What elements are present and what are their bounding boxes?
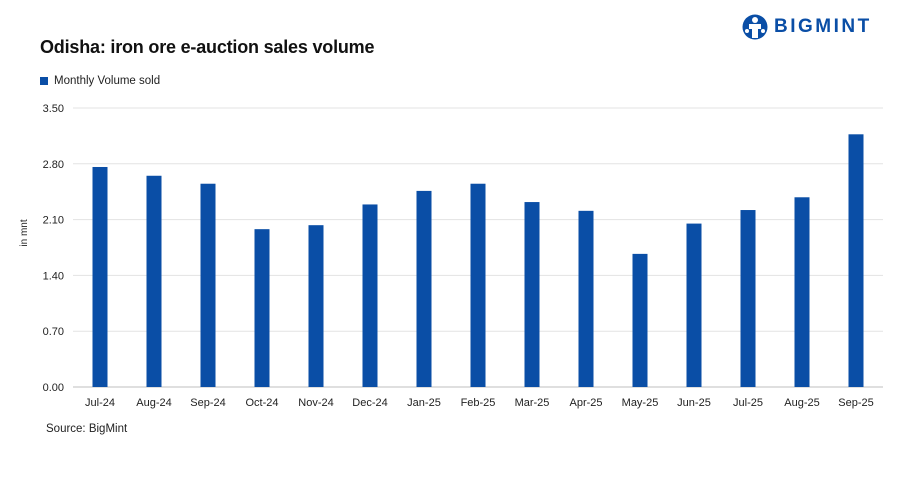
bar-aug-24 [146, 175, 162, 387]
y-axis-ticks: 0.00 0.70 1.40 2.10 2.80 3.50 [43, 103, 64, 394]
legend-label: Monthly Volume sold [54, 75, 161, 87]
y-tick-label: 1.40 [43, 270, 64, 282]
bar-aug-25 [794, 197, 810, 387]
chart-legend: Monthly Volume sold [40, 75, 160, 87]
source-note: Source: BigMint [46, 423, 128, 435]
y-tick-label: 0.00 [43, 382, 64, 394]
y-axis-label: in mnt [19, 219, 30, 246]
x-tick-label: Jul-25 [733, 397, 763, 409]
x-tick-label: Jul-24 [85, 397, 115, 409]
bar-jan-25 [416, 190, 432, 387]
x-tick-label: Jun-25 [677, 397, 711, 409]
x-tick-label: Sep-24 [190, 397, 225, 409]
bar-jul-24 [92, 166, 108, 387]
bar-sep-24 [200, 183, 216, 387]
bar-apr-25 [578, 210, 594, 387]
y-tick-label: 2.80 [43, 159, 64, 171]
bars [92, 134, 864, 387]
y-tick-label: 0.70 [43, 326, 64, 338]
bigmint-logo: BIGMINT [742, 12, 872, 42]
x-tick-label: Aug-25 [784, 397, 819, 409]
bar-may-25 [632, 253, 648, 387]
y-tick-label: 2.10 [43, 215, 64, 227]
chart-title: Odisha: iron ore e-auction sales volume [40, 37, 375, 57]
x-axis-ticks: Jul-24 Aug-24 Sep-24 Oct-24 Nov-24 Dec-24 Jan-… [85, 397, 874, 409]
bar-nov-24 [308, 225, 324, 387]
bigmint-logo-text: BIGMINT [774, 16, 872, 37]
x-tick-label: Sep-25 [838, 397, 873, 409]
bar-sep-25 [848, 134, 864, 387]
y-tick-label: 3.50 [43, 103, 64, 115]
bar-mar-25 [524, 202, 540, 387]
bar-feb-25 [470, 183, 486, 387]
x-tick-label: Jan-25 [407, 397, 441, 409]
x-tick-label: Aug-24 [136, 397, 171, 409]
x-tick-label: Oct-24 [245, 397, 278, 409]
bar-jul-25 [740, 210, 756, 387]
bar-jun-25 [686, 223, 702, 387]
bigmint-logo-icon [742, 14, 768, 40]
bar-oct-24 [254, 229, 270, 387]
x-tick-label: May-25 [622, 397, 659, 409]
x-tick-label: Apr-25 [569, 397, 602, 409]
x-tick-label: Mar-25 [515, 397, 550, 409]
legend-swatch [40, 77, 48, 85]
x-tick-label: Feb-25 [461, 397, 496, 409]
bar-dec-24 [362, 204, 378, 387]
x-tick-label: Nov-24 [298, 397, 333, 409]
x-tick-label: Dec-24 [352, 397, 387, 409]
